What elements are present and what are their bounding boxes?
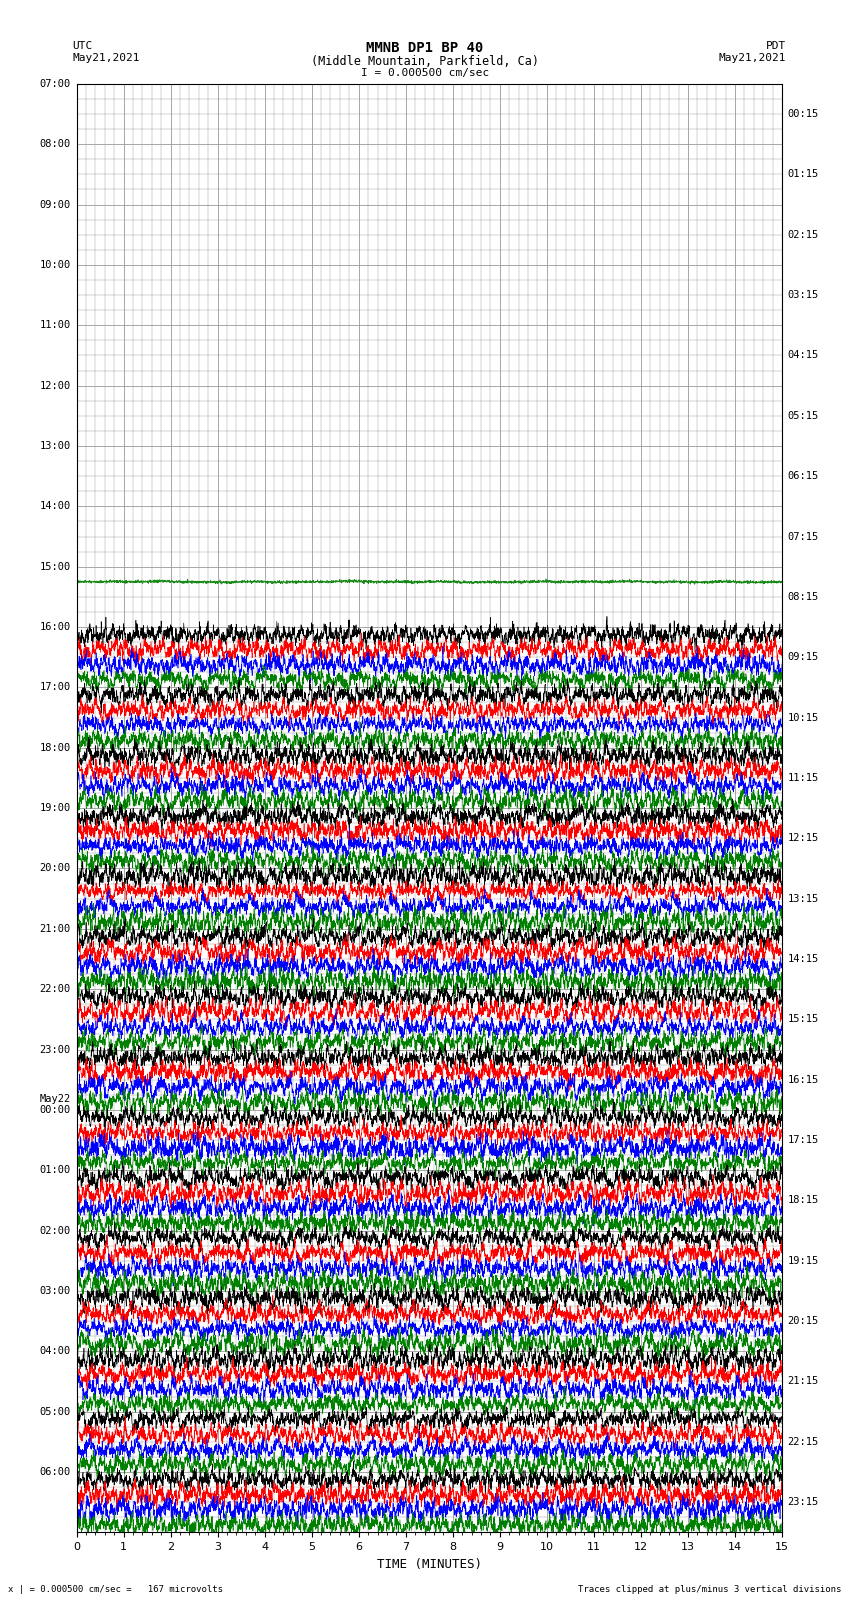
Text: PDT: PDT — [766, 40, 786, 52]
Text: May21,2021: May21,2021 — [72, 53, 139, 63]
Text: 15:00: 15:00 — [40, 561, 71, 571]
Text: 02:15: 02:15 — [788, 229, 819, 240]
Text: May22: May22 — [40, 1094, 71, 1103]
Text: 07:00: 07:00 — [40, 79, 71, 89]
Text: 08:15: 08:15 — [788, 592, 819, 602]
Text: 04:00: 04:00 — [40, 1347, 71, 1357]
Text: 19:15: 19:15 — [788, 1257, 819, 1266]
Text: 13:00: 13:00 — [40, 440, 71, 452]
Text: 09:15: 09:15 — [788, 652, 819, 663]
Text: 23:15: 23:15 — [788, 1497, 819, 1507]
Text: 12:00: 12:00 — [40, 381, 71, 390]
Text: 12:15: 12:15 — [788, 834, 819, 844]
Text: 18:00: 18:00 — [40, 742, 71, 753]
Text: 17:15: 17:15 — [788, 1136, 819, 1145]
Text: (Middle Mountain, Parkfield, Ca): (Middle Mountain, Parkfield, Ca) — [311, 55, 539, 68]
Text: 11:15: 11:15 — [788, 773, 819, 782]
Text: 09:00: 09:00 — [40, 200, 71, 210]
Text: 11:00: 11:00 — [40, 321, 71, 331]
Text: May21,2021: May21,2021 — [719, 53, 786, 63]
Text: 19:00: 19:00 — [40, 803, 71, 813]
Text: 03:15: 03:15 — [788, 290, 819, 300]
Text: 23:00: 23:00 — [40, 1045, 71, 1055]
Text: 16:15: 16:15 — [788, 1074, 819, 1084]
Text: 22:15: 22:15 — [788, 1437, 819, 1447]
Text: 06:15: 06:15 — [788, 471, 819, 481]
Text: 14:00: 14:00 — [40, 502, 71, 511]
Text: 20:00: 20:00 — [40, 863, 71, 874]
Text: 04:15: 04:15 — [788, 350, 819, 360]
Text: 00:00: 00:00 — [40, 1105, 71, 1115]
Text: MMNB DP1 BP 40: MMNB DP1 BP 40 — [366, 40, 484, 55]
Text: 15:15: 15:15 — [788, 1015, 819, 1024]
Text: 02:00: 02:00 — [40, 1226, 71, 1236]
Text: 08:00: 08:00 — [40, 139, 71, 150]
Text: 13:15: 13:15 — [788, 894, 819, 903]
Text: UTC: UTC — [72, 40, 93, 52]
Text: 03:00: 03:00 — [40, 1286, 71, 1295]
Text: 10:15: 10:15 — [788, 713, 819, 723]
Text: 01:00: 01:00 — [40, 1165, 71, 1176]
Text: 21:15: 21:15 — [788, 1376, 819, 1387]
Text: 21:00: 21:00 — [40, 924, 71, 934]
Text: 01:15: 01:15 — [788, 169, 819, 179]
Text: 07:15: 07:15 — [788, 532, 819, 542]
Text: 16:00: 16:00 — [40, 623, 71, 632]
Text: I = 0.000500 cm/sec: I = 0.000500 cm/sec — [361, 68, 489, 77]
Text: 20:15: 20:15 — [788, 1316, 819, 1326]
Text: 14:15: 14:15 — [788, 953, 819, 965]
Text: 05:15: 05:15 — [788, 411, 819, 421]
Text: 17:00: 17:00 — [40, 682, 71, 692]
X-axis label: TIME (MINUTES): TIME (MINUTES) — [377, 1558, 482, 1571]
Text: Traces clipped at plus/minus 3 vertical divisions: Traces clipped at plus/minus 3 vertical … — [578, 1584, 842, 1594]
Text: 00:15: 00:15 — [788, 110, 819, 119]
Text: x | = 0.000500 cm/sec =   167 microvolts: x | = 0.000500 cm/sec = 167 microvolts — [8, 1584, 224, 1594]
Text: 18:15: 18:15 — [788, 1195, 819, 1205]
Text: 05:00: 05:00 — [40, 1407, 71, 1416]
Text: 10:00: 10:00 — [40, 260, 71, 269]
Text: 06:00: 06:00 — [40, 1466, 71, 1478]
Text: 22:00: 22:00 — [40, 984, 71, 994]
